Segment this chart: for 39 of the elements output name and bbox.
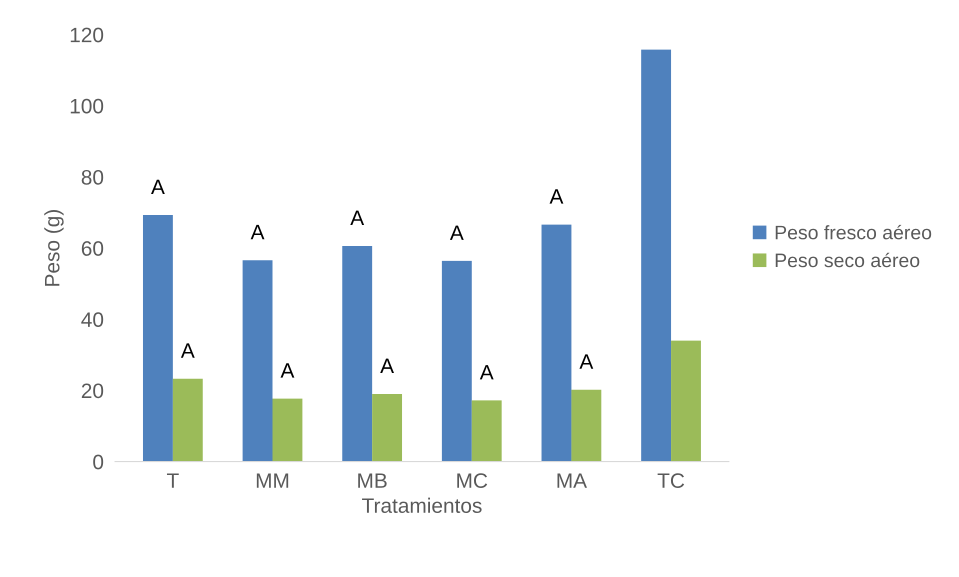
annotation: A <box>180 343 195 358</box>
annotation: A <box>380 358 394 374</box>
bar <box>242 260 273 462</box>
x-tick-label: MB <box>358 473 387 488</box>
legend-label: Peso fresco aéreo <box>776 224 932 240</box>
x-axis-title: Tratamientos <box>362 498 482 513</box>
annotation: A <box>450 226 464 240</box>
x-tick-label: T <box>166 473 179 488</box>
x-tick-label: MC <box>457 473 488 488</box>
y-tick-label: 60 <box>82 241 104 256</box>
bar <box>472 400 502 462</box>
bar <box>442 260 472 462</box>
bar <box>342 246 372 462</box>
bar <box>542 224 572 462</box>
y-tick-label: 120 <box>70 28 104 42</box>
x-tick-label: MA <box>558 473 587 488</box>
annotation: A <box>579 354 594 369</box>
y-tick-label: 80 <box>82 170 104 185</box>
y-tick-label: 100 <box>70 98 104 114</box>
bar <box>172 378 203 462</box>
bar <box>641 50 672 462</box>
annotation: A <box>480 365 494 380</box>
x-tick-label: TC <box>658 473 684 488</box>
bar <box>571 390 602 462</box>
annotation: A <box>550 189 564 204</box>
bar <box>372 394 402 462</box>
y-axis-title: Peso (g) <box>44 210 64 286</box>
bar <box>671 340 701 462</box>
x-tick-label: MM <box>256 473 288 488</box>
legend-label: Peso seco aéreo <box>776 252 920 268</box>
annotation: A <box>280 363 294 378</box>
y-tick-label: 0 <box>93 454 104 470</box>
annotation: A <box>350 210 364 225</box>
annotation: A <box>151 180 165 194</box>
bar <box>142 215 173 462</box>
annotation: A <box>250 224 264 240</box>
bar <box>272 398 302 462</box>
y-tick-label: 40 <box>81 312 104 328</box>
y-tick-label: 20 <box>82 383 104 398</box>
